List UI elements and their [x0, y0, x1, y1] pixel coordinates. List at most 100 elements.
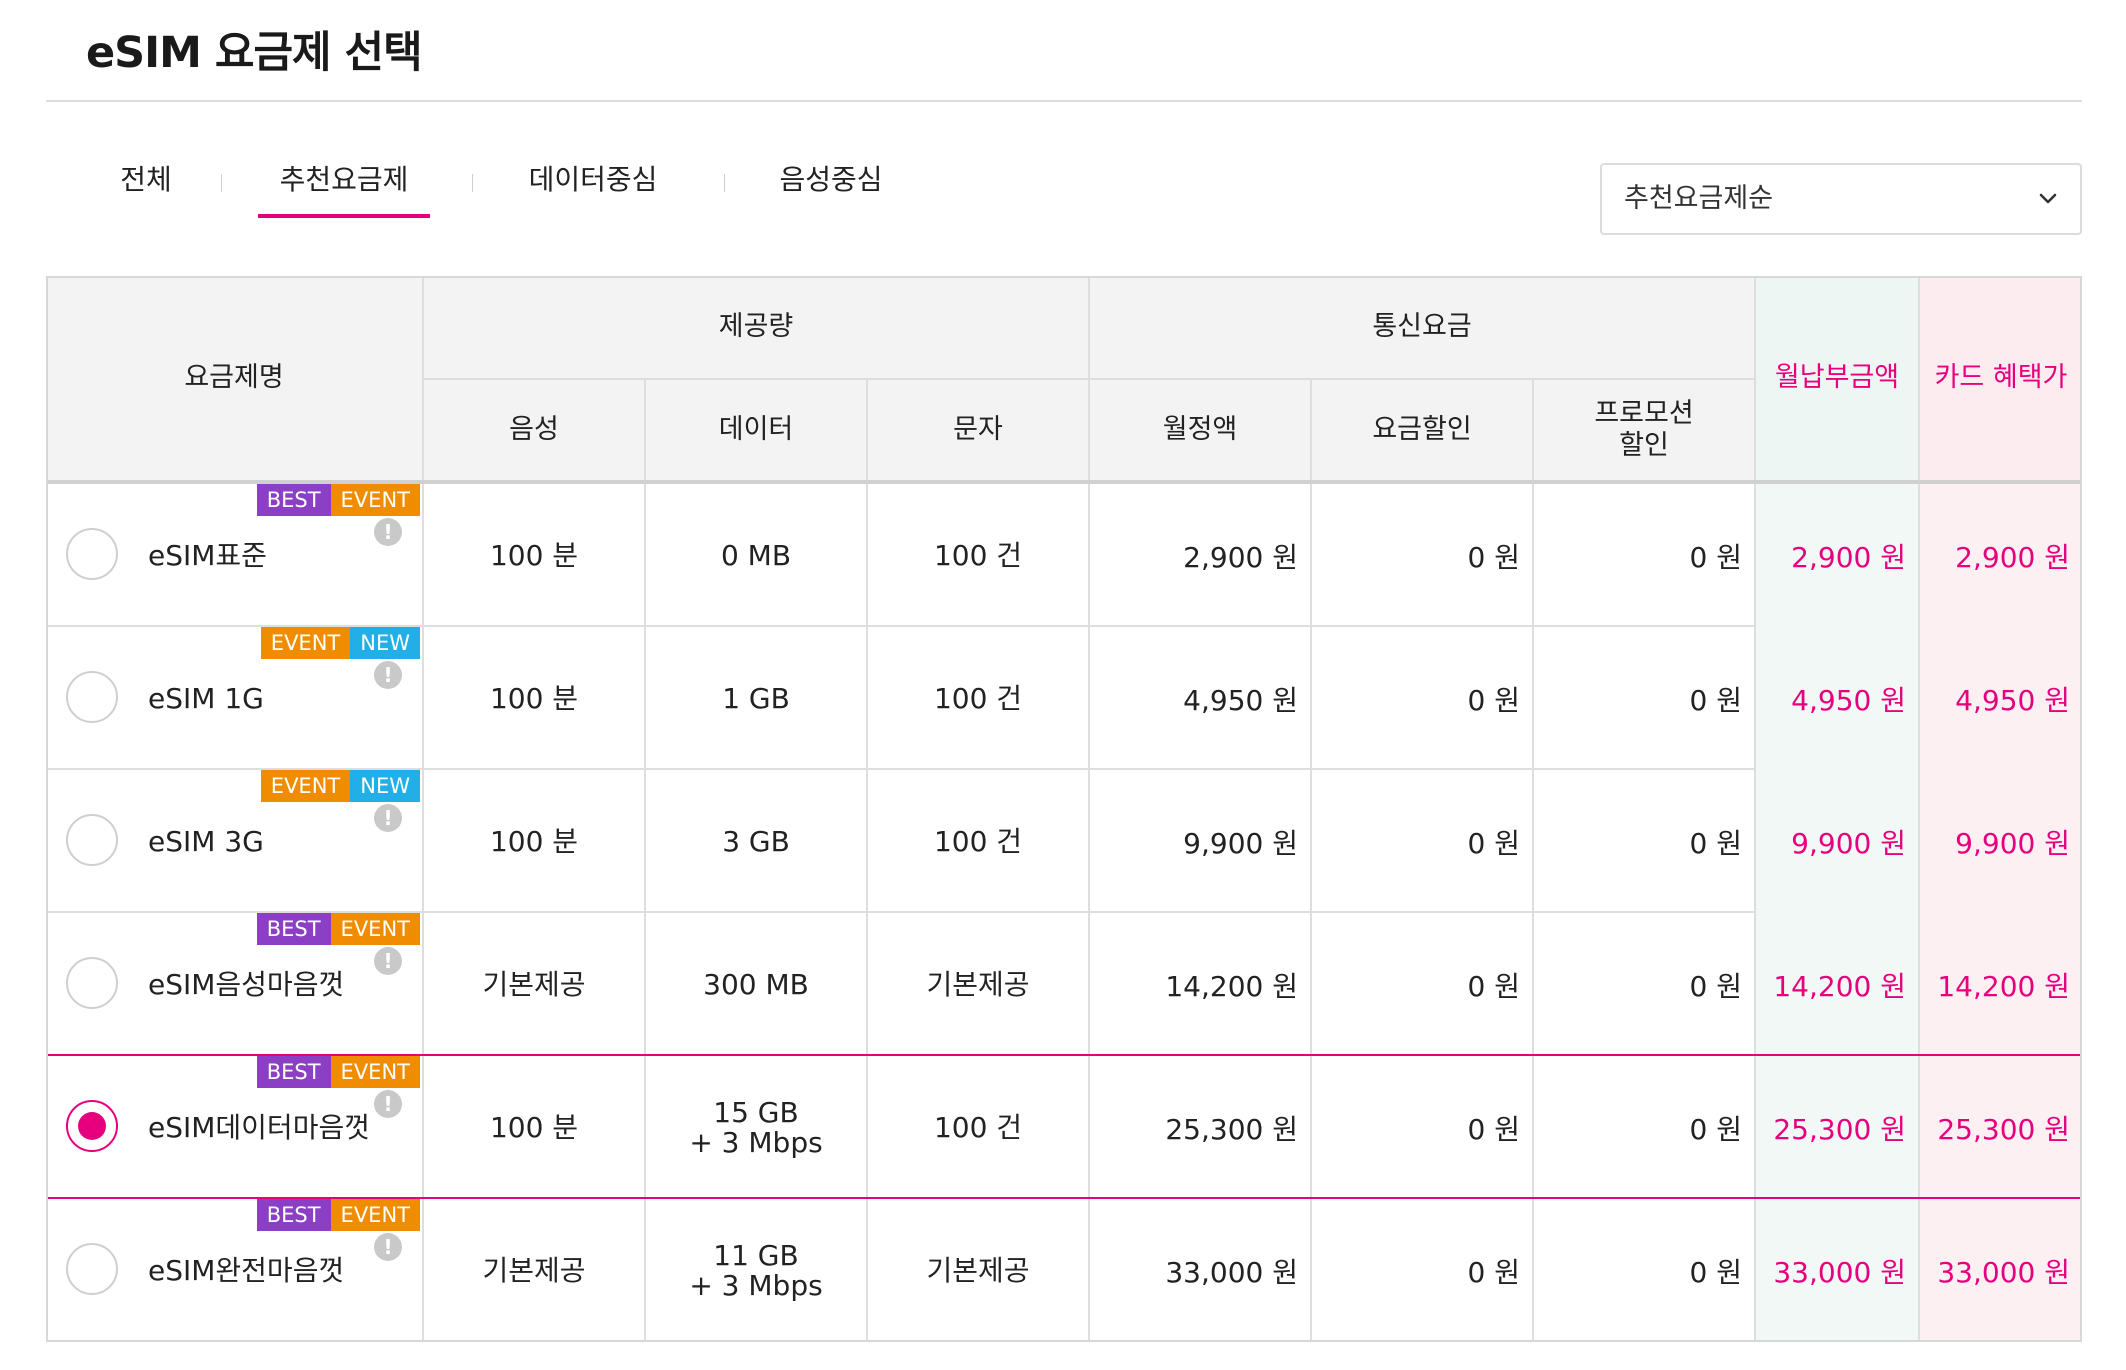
- header-sms: 문자: [868, 380, 1090, 482]
- cell-voice: 100 분: [424, 484, 646, 627]
- plan-badges: BEST EVENT: [256, 484, 420, 516]
- cell-monthly-payment-value: 25,300 원: [1773, 1112, 1906, 1146]
- table-row[interactable]: eSIM데이터마음껏 BEST EVENT! 100 분 15 GB + 3 Mbps 10…: [46, 1054, 2082, 1199]
- cell-card-price-value: 4,950 원: [1955, 683, 2070, 717]
- cell-data: 11 GB + 3 Mbps: [646, 1199, 868, 1342]
- tab-label: 추천요금제: [279, 163, 409, 196]
- plan-name[interactable]: eSIM 1G: [148, 682, 264, 715]
- plan-name[interactable]: eSIM음성마음껏: [148, 968, 345, 1001]
- sort-select[interactable]: 추천요금제순: [1600, 163, 2082, 235]
- tab-separator: [724, 174, 725, 192]
- cell-discount: 0 원: [1312, 627, 1534, 770]
- cell-voice: 100 분: [424, 627, 646, 770]
- cell-card-price: 25,300 원: [1920, 1056, 2082, 1199]
- table-row[interactable]: eSIM 1G EVENT NEW! 100 분 1 GB 100 건 4,950 원 0 원…: [46, 627, 2082, 770]
- table-row[interactable]: eSIM완전마음껏 BEST EVENT! 기본제공 11 GB + 3 Mbps 기본제공…: [46, 1199, 2082, 1342]
- plan-name[interactable]: eSIM표준: [148, 539, 267, 572]
- table-row[interactable]: eSIM음성마음껏 BEST EVENT! 기본제공 300 MB 기본제공 14,200 …: [46, 913, 2082, 1056]
- plan-table: 요금제명 제공량 통신요금 월납부금액 카드 혜택가 음성 데이터 문자 월정액…: [46, 276, 2082, 1342]
- event-badge: EVENT: [260, 770, 351, 802]
- chevron-down-icon: [2039, 193, 2057, 204]
- table-row[interactable]: eSIM표준 BEST EVENT! 100 분 0 MB 100 건 2,900 원 0 원…: [46, 484, 2082, 627]
- cell-voice-value: 100 분: [489, 824, 579, 858]
- cell-monthly-fee: 4,950 원: [1090, 627, 1312, 770]
- header-divider: [46, 480, 2082, 484]
- cell-monthly-payment: 2,900 원: [1756, 484, 1920, 627]
- cell-discount-value: 0 원: [1467, 540, 1520, 574]
- table-row[interactable]: eSIM 3G EVENT NEW! 100 분 3 GB 100 건 9,900 원 0 원…: [46, 770, 2082, 913]
- header-discount: 요금할인: [1312, 380, 1534, 482]
- event-badge: EVENT: [330, 484, 420, 516]
- event-badge: EVENT: [260, 627, 351, 659]
- tab-voice-centric[interactable]: 음성중심: [776, 150, 886, 220]
- cell-monthly-fee-value: 25,300 원: [1165, 1112, 1298, 1146]
- tab-label: 데이터중심: [528, 163, 658, 196]
- plan-badges: BEST EVENT: [256, 1056, 420, 1088]
- cell-monthly-payment: 33,000 원: [1756, 1199, 1920, 1342]
- cell-monthly-fee: 25,300 원: [1090, 1056, 1312, 1199]
- cell-sms-value: 100 건: [933, 1110, 1023, 1144]
- new-badge: NEW: [350, 627, 420, 659]
- best-badge: BEST: [256, 1199, 331, 1231]
- tab-all[interactable]: 전체: [106, 150, 186, 220]
- best-badge: BEST: [256, 484, 331, 516]
- info-icon[interactable]: !: [374, 1233, 402, 1261]
- cell-monthly-fee-value: 2,900 원: [1183, 540, 1298, 574]
- cell-monthly-payment: 25,300 원: [1756, 1056, 1920, 1199]
- info-icon[interactable]: !: [374, 804, 402, 832]
- cell-sms-value: 100 건: [933, 681, 1023, 715]
- info-icon[interactable]: !: [374, 947, 402, 975]
- plan-radio-button[interactable]: [66, 1243, 118, 1295]
- plan-badges: BEST EVENT: [256, 1199, 420, 1231]
- cell-discount-value: 0 원: [1467, 969, 1520, 1003]
- cell-data-value: 0 MB: [720, 538, 792, 572]
- plan-badges: EVENT NEW: [260, 770, 420, 802]
- radio-selected-dot: [78, 1112, 106, 1140]
- cell-promo-value: 0 원: [1689, 826, 1742, 860]
- plan-radio-button[interactable]: [66, 814, 118, 866]
- cell-plan-name: eSIM음성마음껏 BEST EVENT!: [46, 913, 424, 1056]
- cell-monthly-payment: 14,200 원: [1756, 913, 1920, 1056]
- cell-monthly-fee-value: 33,000 원: [1165, 1255, 1298, 1289]
- plan-name[interactable]: eSIM완전마음껏: [148, 1254, 345, 1287]
- cell-card-price: 14,200 원: [1920, 913, 2082, 1056]
- plan-radio-button[interactable]: [66, 671, 118, 723]
- cell-promo-value: 0 원: [1689, 683, 1742, 717]
- tab-recommended[interactable]: 추천요금제: [258, 150, 430, 220]
- plan-name[interactable]: eSIM데이터마음껏: [148, 1111, 370, 1144]
- header-promo-line2: 할인: [1619, 430, 1669, 461]
- plan-name[interactable]: eSIM 3G: [148, 825, 264, 858]
- cell-card-price: 2,900 원: [1920, 484, 2082, 627]
- plan-radio-button[interactable]: [66, 957, 118, 1009]
- event-badge: EVENT: [330, 1199, 420, 1231]
- cell-card-price: 9,900 원: [1920, 770, 2082, 913]
- cell-data: 15 GB + 3 Mbps: [646, 1056, 868, 1199]
- cell-voice-value: 100 분: [489, 538, 579, 572]
- info-icon[interactable]: !: [374, 661, 402, 689]
- tab-separator: [472, 174, 473, 192]
- active-tab-indicator: [258, 214, 430, 218]
- plan-badges: BEST EVENT: [256, 913, 420, 945]
- cell-sms: 100 건: [868, 627, 1090, 770]
- tab-data-centric[interactable]: 데이터중심: [524, 150, 662, 220]
- cell-monthly-payment-value: 33,000 원: [1773, 1255, 1906, 1289]
- cell-data-value: 3 GB: [722, 824, 790, 858]
- cell-promo: 0 원: [1534, 1199, 1756, 1342]
- plan-radio-button[interactable]: [66, 1100, 118, 1152]
- header-promo: 프로모션 할인: [1534, 380, 1756, 482]
- new-badge: NEW: [350, 770, 420, 802]
- cell-monthly-fee-value: 4,950 원: [1183, 683, 1298, 717]
- cell-monthly-fee-value: 14,200 원: [1165, 969, 1298, 1003]
- cell-voice-value: 100 분: [489, 681, 579, 715]
- cell-promo: 0 원: [1534, 627, 1756, 770]
- cell-card-price-value: 9,900 원: [1955, 826, 2070, 860]
- info-icon[interactable]: !: [374, 518, 402, 546]
- plan-radio-button[interactable]: [66, 528, 118, 580]
- cell-sms-value: 100 건: [933, 824, 1023, 858]
- cell-promo-value: 0 원: [1689, 1255, 1742, 1289]
- cell-card-price-value: 2,900 원: [1955, 540, 2070, 574]
- header-plan-name: 요금제명: [46, 276, 424, 482]
- cell-card-price: 33,000 원: [1920, 1199, 2082, 1342]
- info-icon[interactable]: !: [374, 1090, 402, 1118]
- cell-data-value: 300 MB: [703, 967, 809, 1001]
